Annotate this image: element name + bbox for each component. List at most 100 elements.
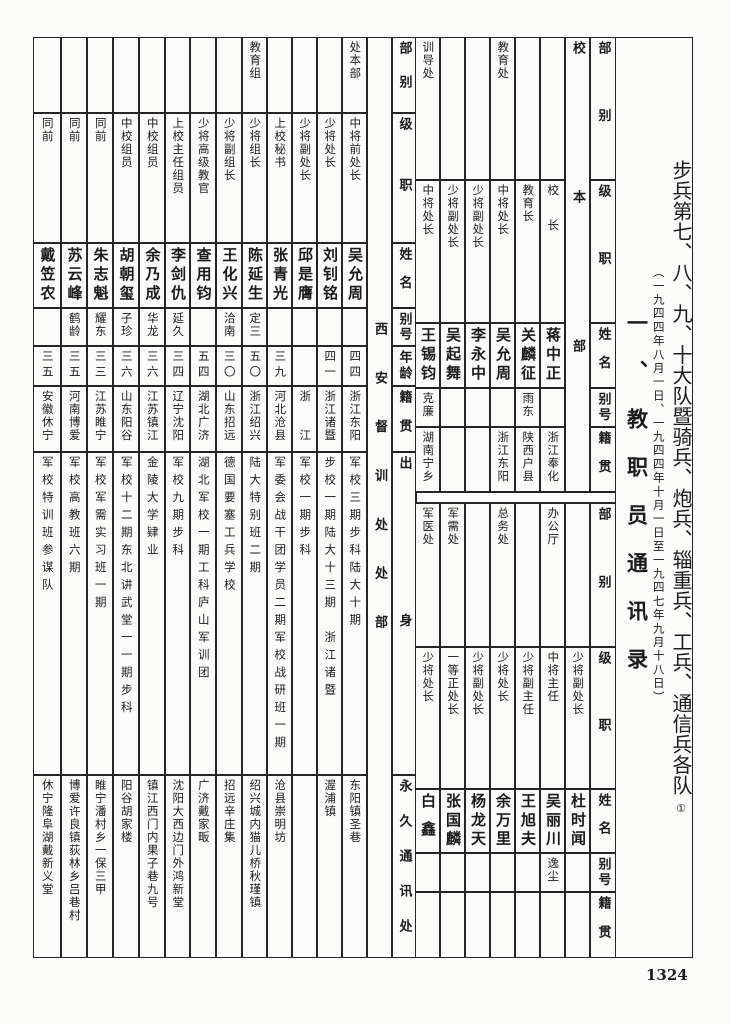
table-cell: [489, 179, 515, 323]
table-cell: [414, 891, 440, 958]
date-range: （一九四四年八月一日、一九四四年十月一日至一九四七年九月十八日）: [651, 266, 666, 705]
header-label-native: 籍贯: [595, 896, 611, 954]
table-cell: [464, 426, 490, 492]
person-name: 张青光: [271, 247, 289, 304]
person-name: 刘钊铭: [321, 247, 339, 304]
table-cell: [316, 112, 342, 243]
person-name: 吴允周: [494, 327, 512, 384]
table-cell: [439, 179, 465, 323]
cell-alias: 延久: [171, 312, 186, 338]
table-cell: [164, 774, 190, 958]
cell-address: 博爱许良镇荻林乡吕巷村: [67, 779, 82, 922]
table-cell: [215, 307, 242, 346]
header-cell-alias: [589, 852, 616, 892]
cell-alias: 洽南: [222, 312, 237, 338]
cell-native: 江苏镇江: [145, 390, 160, 442]
table-cell: [291, 307, 317, 346]
table-cell: [539, 502, 565, 647]
table-cell: [189, 36, 216, 113]
table-cell: [138, 451, 165, 775]
person-name: 王锡钧: [419, 327, 437, 384]
cell-rank: 教育长: [521, 184, 536, 223]
table-cell: [189, 242, 216, 308]
header-cell-native: [589, 891, 616, 958]
person-name: 邱是膺: [296, 247, 314, 304]
cell-native: 河北沧县: [273, 390, 288, 442]
header-label-dept: 部别: [595, 41, 611, 176]
cell-alias: 鹤龄: [67, 312, 82, 338]
cell-native: 湖北广济: [196, 390, 211, 442]
person-name: 李剑仇: [169, 247, 187, 304]
header-label-name: 姓名: [595, 793, 611, 849]
header-cell-name: [391, 242, 416, 308]
person-name: 王旭夫: [519, 793, 537, 849]
cell-age: 三九: [273, 350, 288, 381]
table-cell: [464, 891, 490, 958]
table-cell: [266, 385, 292, 452]
table-cell: [164, 112, 190, 243]
table-cell: [341, 242, 367, 308]
cell-native: 山东阳谷: [119, 390, 134, 442]
header-cell-native: [391, 385, 416, 452]
cell-rank: 少将处长: [496, 651, 511, 703]
cell-address: 休宁隆阜湖戴新义堂: [40, 779, 55, 896]
cell-address: 渥浦镇: [323, 779, 338, 818]
cell-rank: 少将处长: [323, 117, 338, 169]
cell-address: 广济戴家畈: [196, 779, 211, 844]
header-label-alias: 别号: [396, 312, 412, 342]
header-label-address: 永久通讯处: [396, 779, 412, 954]
table-cell: [266, 307, 292, 346]
table-cell: [189, 307, 216, 346]
cell-native: 浙江东阳: [496, 431, 511, 483]
table-cell: [316, 307, 342, 346]
table-cell: [439, 387, 465, 427]
cell-background: 军委会战干团学员二期军校战研班一期: [273, 456, 288, 754]
table-cell: [514, 891, 540, 958]
cell-age: 三五: [67, 350, 82, 381]
table-cell: [539, 426, 565, 492]
cell-rank: 中校组员: [145, 117, 160, 169]
table-cell: [439, 426, 465, 492]
table-cell: [164, 36, 190, 113]
table-cell: [316, 242, 342, 308]
cell-address: 镇江西门内果子巷九号: [145, 779, 160, 909]
person-name: 白鑫: [419, 793, 437, 849]
table-cell: [189, 112, 216, 243]
cell-dept: 军需处: [446, 507, 461, 546]
cell-address: 阳谷胡家楼: [119, 779, 134, 844]
cell-native: 浙 江: [298, 390, 313, 442]
header-label-native: 籍贯: [396, 390, 412, 448]
cell-native: 河南博爱: [67, 390, 82, 442]
table-cell: [464, 36, 490, 180]
footnote-mark: ①: [674, 801, 688, 815]
table-cell: [189, 385, 216, 452]
table-cell: [112, 345, 139, 386]
table-cell: [341, 774, 367, 958]
document-title: 步兵第七、八、九、十大队暨骑兵、炮兵、辎重兵、工兵、通信兵各队: [669, 160, 693, 796]
table-cell: [86, 307, 113, 346]
cell-background: 军校九期步科: [171, 456, 186, 561]
table-cell: [60, 36, 87, 113]
table-cell: [215, 36, 242, 113]
cell-age: 三四: [171, 350, 186, 381]
header-label-native: 籍贯: [595, 431, 611, 488]
cell-rank: 少将副处长: [571, 651, 586, 716]
cell-rank: 少将副处长: [298, 117, 313, 182]
table-cell: [291, 242, 317, 308]
cell-rank: 上校秘书: [273, 117, 288, 169]
table-cell: [464, 852, 490, 892]
table-cell: [215, 242, 242, 308]
cell-rank: 一等正处长: [446, 651, 461, 716]
header-cell-alias: [589, 387, 616, 427]
table-cell: [266, 451, 292, 775]
table-cell: [32, 345, 61, 386]
person-name: 戴笠农: [38, 247, 57, 304]
table-cell: [539, 36, 565, 180]
cell-dept: 办公厅: [546, 507, 561, 546]
cell-dept: 训导处: [421, 41, 436, 80]
cell-native: 浙江奉化: [546, 431, 561, 483]
header-cell-background: [391, 451, 416, 775]
table-cell: [215, 451, 242, 775]
table-cell: [489, 891, 515, 958]
table-cell: [112, 307, 139, 346]
